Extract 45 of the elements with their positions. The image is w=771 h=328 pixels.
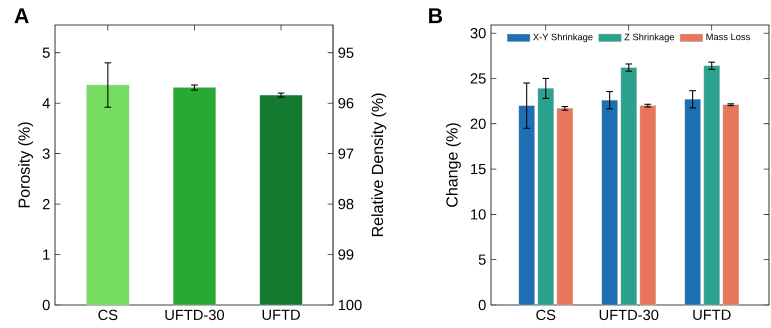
x-tick-label: UFTD	[262, 310, 300, 320]
x-tick-label: CS	[536, 310, 556, 320]
y2-tick-label: 98	[338, 198, 354, 210]
y2-tick-label: 96	[338, 98, 354, 108]
x-tick-label: UFTD-30	[165, 310, 224, 320]
y-tick-label: 2	[42, 198, 50, 210]
y-tick-label: 10	[471, 209, 486, 220]
y-tick-label: 25	[470, 73, 486, 84]
y2-tick-label: 97	[338, 148, 354, 159]
bar	[684, 99, 701, 306]
chart-title: A	[14, 8, 29, 24]
bar	[640, 105, 656, 306]
y-tick-label: 1	[43, 250, 50, 260]
y-tick-label: 4	[42, 98, 50, 108]
x-tick-label: UFTD-30	[600, 310, 658, 320]
y-tick-label: 15	[471, 164, 486, 174]
y-tick-label: 5	[42, 48, 50, 58]
legend-label: Mass Loss	[706, 34, 750, 40]
y2-tick-label: 99	[338, 249, 354, 260]
legend-label: Z Shrinkage	[624, 33, 674, 42]
bar	[704, 66, 720, 306]
y2-axis-title: Relative Density (%)	[371, 94, 386, 236]
bar	[556, 108, 573, 306]
y-tick-label: 30	[470, 28, 486, 38]
y2-tick-label: 95	[338, 48, 354, 58]
y-tick-label: 20	[470, 118, 486, 129]
y2-tick-label: 100	[338, 300, 362, 310]
bar	[538, 88, 554, 306]
x-tick-label: CS	[98, 310, 118, 320]
bar	[518, 105, 535, 306]
y-tick-label: 5	[478, 254, 486, 265]
bar	[173, 87, 216, 306]
bar	[260, 94, 302, 306]
bar	[602, 100, 618, 306]
y-tick-label: 3	[42, 148, 50, 159]
y-axis-title: Change (%)	[446, 123, 461, 207]
chart-title: B	[429, 8, 442, 24]
y-axis-title: Porosity (%)	[18, 122, 33, 208]
legend-label: X-Y Shrinkage	[533, 33, 593, 42]
x-tick-label: UFTD	[693, 310, 731, 320]
bar	[620, 67, 637, 306]
bar	[86, 84, 130, 306]
y-tick-label: 0	[478, 300, 486, 310]
bar	[722, 104, 739, 306]
y-tick-label: 0	[42, 300, 50, 310]
